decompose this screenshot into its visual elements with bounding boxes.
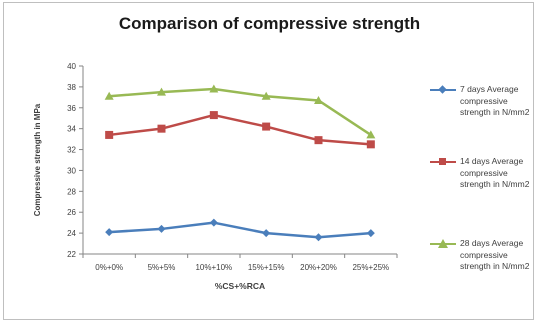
data-point <box>105 130 114 139</box>
data-point <box>157 224 166 233</box>
series-line <box>109 113 371 146</box>
data-point <box>366 229 375 238</box>
series-line <box>109 87 372 136</box>
data-point <box>209 84 219 93</box>
data-point <box>157 87 166 96</box>
x-tick-label: 10%+10% <box>195 263 232 272</box>
y-tick-label: 40 <box>67 62 76 71</box>
x-tick-label: 25%+25% <box>352 263 389 272</box>
data-point <box>104 91 114 100</box>
y-tick-label: 32 <box>67 146 76 155</box>
x-tick-label: 0%+0% <box>95 263 123 272</box>
legend-entry: 7 days Average compressive strength in N… <box>430 84 536 119</box>
data-point <box>366 140 375 149</box>
data-point <box>262 122 271 131</box>
x-tick-label: 5%+5% <box>148 263 176 272</box>
data-point <box>209 111 218 120</box>
legend-entry: 14 days Average compressive strength in … <box>430 156 536 191</box>
chart-title: Comparison of compressive strength <box>118 14 421 33</box>
data-point <box>157 124 166 133</box>
data-point <box>262 229 271 238</box>
legend-label: 28 days Average compressive strength in … <box>460 238 530 271</box>
y-axis-title: Compressive strength in MPa <box>33 103 42 216</box>
legend-swatch <box>430 84 460 96</box>
data-point <box>261 91 271 100</box>
y-tick-label: 22 <box>67 250 76 259</box>
y-tick-label: 30 <box>67 166 76 175</box>
x-tick-label: 20%+20% <box>300 263 337 272</box>
legend-swatch <box>430 156 460 168</box>
x-axis-title: %CS+%RCA <box>215 281 265 291</box>
data-point <box>366 130 376 139</box>
legend-swatch <box>430 238 460 250</box>
y-tick-label: 28 <box>67 187 76 196</box>
data-point <box>314 233 323 242</box>
data-point <box>314 136 323 145</box>
data-point <box>314 95 323 104</box>
data-point <box>105 228 114 237</box>
y-tick-label: 34 <box>67 125 76 134</box>
series-line <box>109 221 371 239</box>
y-tick-label: 36 <box>67 104 76 113</box>
legend-label: 14 days Average compressive strength in … <box>460 156 530 189</box>
x-tick-label: 15%+15% <box>248 263 285 272</box>
data-point <box>209 218 218 227</box>
y-tick-label: 38 <box>67 83 76 92</box>
legend-label: 7 days Average compressive strength in N… <box>460 84 530 117</box>
y-tick-label: 26 <box>67 208 76 217</box>
y-tick-label: 24 <box>67 229 76 238</box>
legend-entry: 28 days Average compressive strength in … <box>430 238 536 273</box>
